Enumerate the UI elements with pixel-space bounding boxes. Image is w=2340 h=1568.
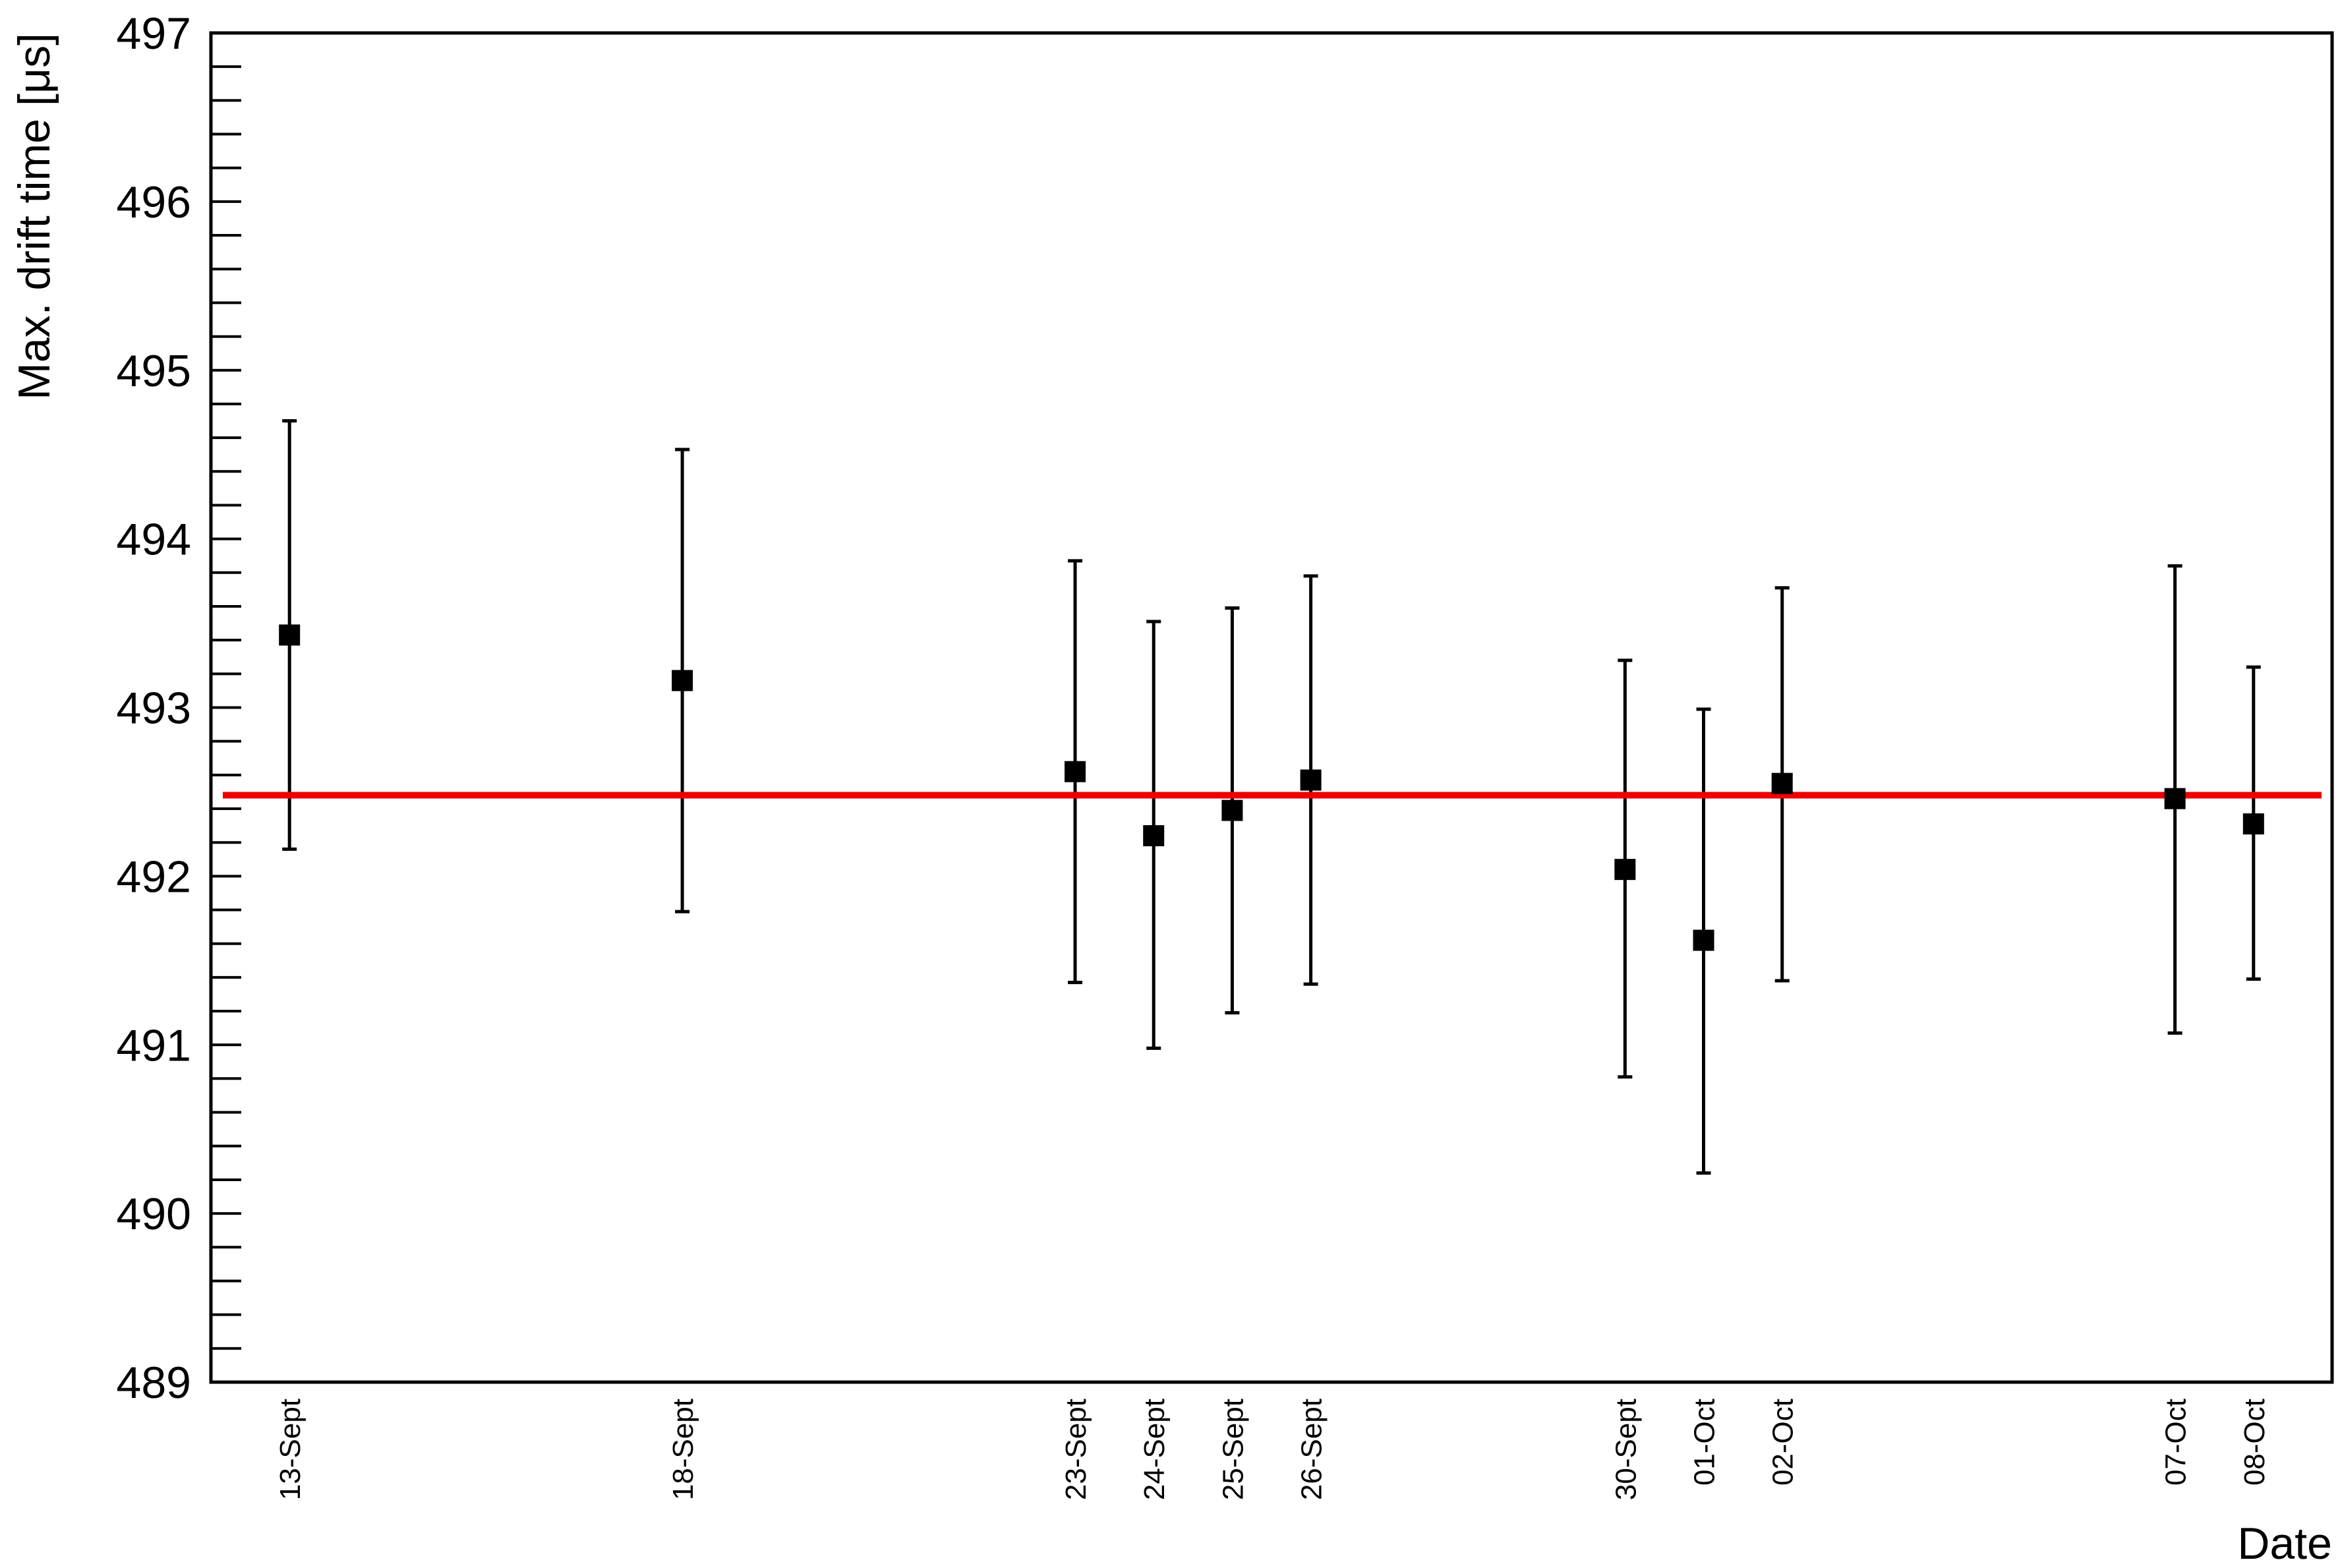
x-tick-label: 30-Sept — [1610, 1399, 1642, 1500]
data-point — [2164, 788, 2186, 809]
x-axis-tick-labels: 13-Sept 18-Sept 23-Sept 24-Sept 25-Sept 26-Se… — [274, 1399, 2271, 1500]
data-point — [672, 670, 693, 691]
y-tick-label: 496 — [117, 177, 191, 227]
y-tick-label: 497 — [117, 9, 191, 59]
data-point — [1065, 761, 1086, 782]
x-tick-label: 26-Sept — [1296, 1399, 1328, 1500]
data-points — [279, 624, 2264, 951]
x-tick-label: 23-Sept — [1060, 1399, 1092, 1500]
data-point — [279, 624, 301, 646]
x-tick-label: 13-Sept — [274, 1399, 307, 1500]
data-point — [1143, 825, 1165, 846]
data-point — [1221, 799, 1243, 821]
y-tick-label: 490 — [117, 1189, 191, 1239]
y-axis-ticks — [211, 32, 241, 1383]
data-point — [1300, 769, 1322, 791]
x-tick-label: 01-Oct — [1689, 1399, 1721, 1486]
x-axis-title: Date — [2237, 1519, 2332, 1568]
y-tick-label: 493 — [117, 683, 191, 734]
plot-frame — [209, 31, 2334, 1384]
y-axis-tick-labels: 489 490 491 492 493 494 495 496 497 — [117, 9, 191, 1408]
y-tick-label: 494 — [117, 515, 191, 565]
x-tick-label: 18-Sept — [667, 1399, 699, 1500]
data-point — [2242, 813, 2264, 835]
y-axis-title: Max. drift time [μs] — [9, 33, 59, 400]
x-tick-label: 08-Oct — [2238, 1399, 2271, 1486]
y-tick-label: 495 — [117, 346, 191, 396]
data-point — [1693, 929, 1714, 951]
y-tick-label: 491 — [117, 1020, 191, 1070]
x-tick-label: 02-Oct — [1767, 1399, 1799, 1486]
x-tick-label: 07-Oct — [2160, 1399, 2192, 1486]
x-tick-label: 24-Sept — [1138, 1399, 1171, 1500]
y-tick-label: 489 — [117, 1358, 191, 1408]
data-point — [1771, 772, 1793, 794]
y-tick-label: 492 — [117, 852, 191, 902]
x-tick-label: 25-Sept — [1217, 1399, 1249, 1500]
data-point — [1614, 859, 1636, 881]
